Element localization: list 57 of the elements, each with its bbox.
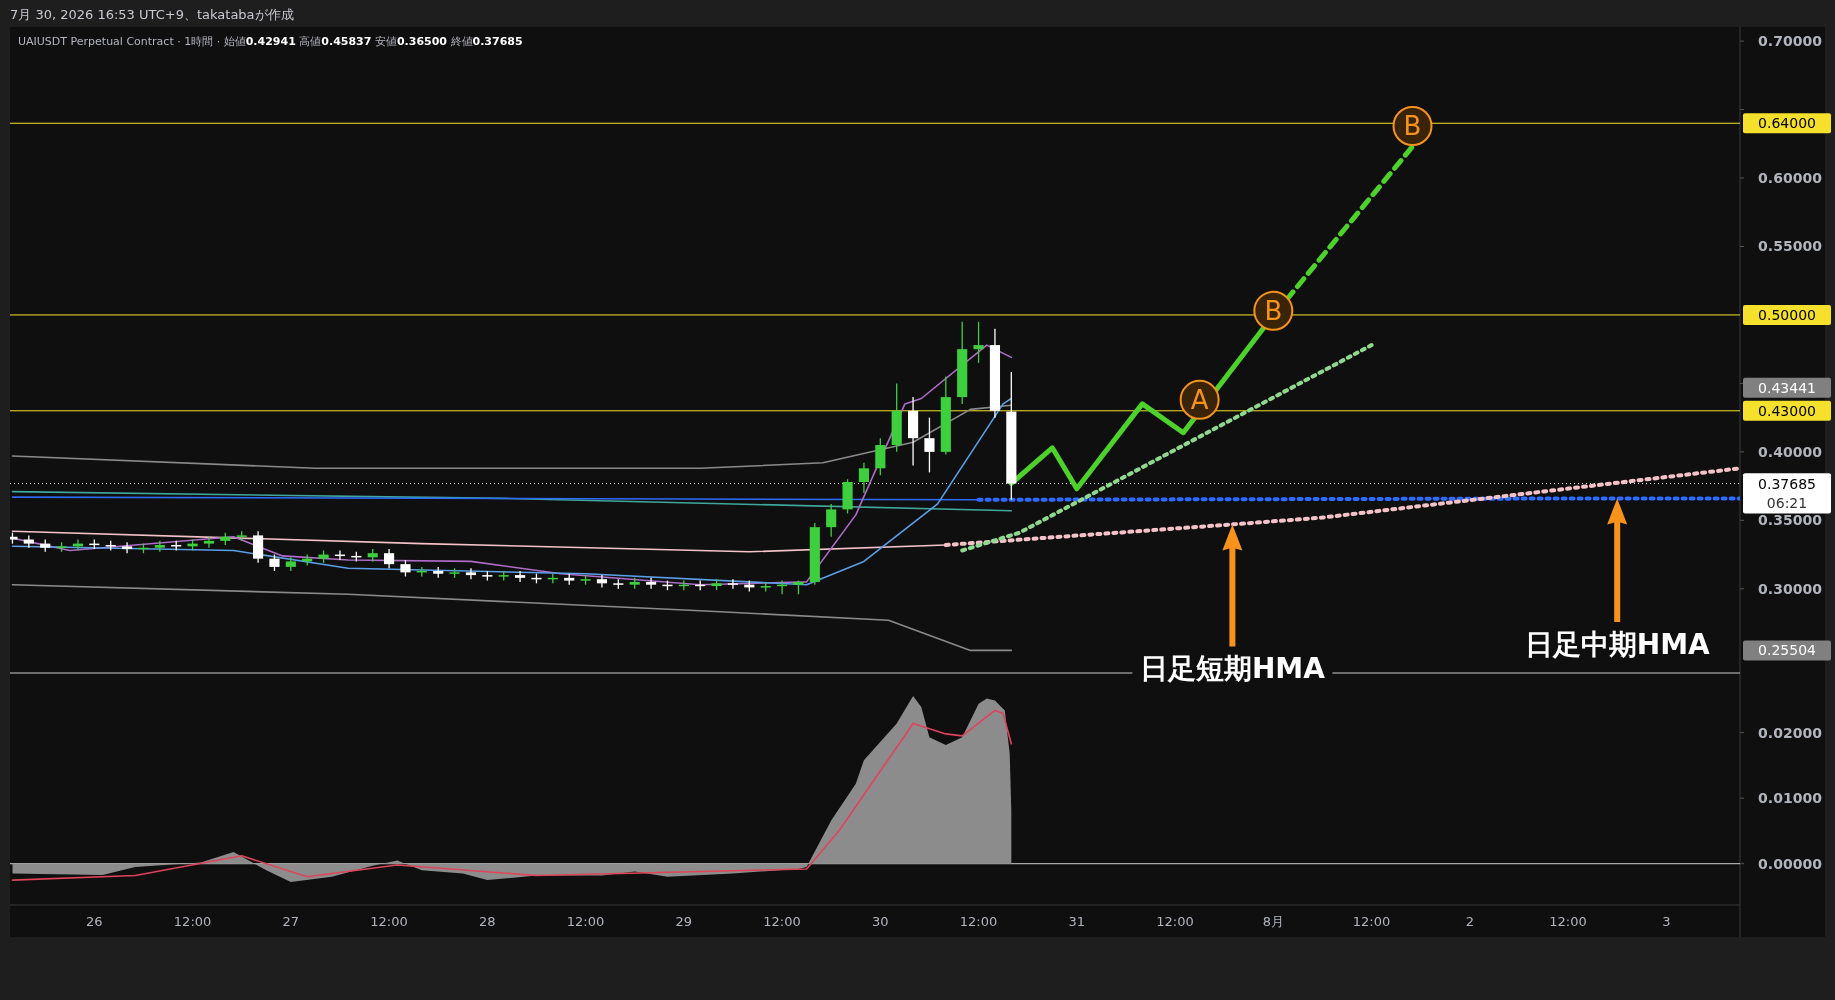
x-tick-label: 27 [282,914,300,929]
candlestick [203,536,215,549]
text: 0.25504 [1758,642,1817,659]
annotation: 日足中期HMA [1524,628,1710,661]
line-series [11,583,1013,652]
data-label: B [1403,110,1422,141]
candlestick [826,503,837,538]
y-tick-label: 0.55000 [1758,238,1823,255]
y-tick-label: 0.01000 [1758,790,1823,807]
x-tick-label: 12:00 [1549,914,1587,929]
x-tick-label: 12:00 [763,914,801,929]
y-tick-label: 0.70000 [1758,33,1823,50]
y-tick-label: 0.35000 [1758,512,1823,529]
x-tick-label: 12:00 [959,914,998,929]
candlestick [646,577,657,590]
candlestick [973,321,984,364]
chart-subtitle: 7月 30, 2026 16:53 UTC+9、takatabaが作成 [10,7,294,22]
annotation: 日足短期HMA [1139,652,1326,686]
x-tick-label: 29 [675,914,693,929]
data-label: B [1264,295,1283,326]
y-tick-label: 0.00000 [1758,855,1823,872]
candlestick [384,548,395,569]
line-series [11,404,1013,470]
y-tick-label: 0.40000 [1758,443,1823,460]
ref-line-label: 0.43000 [1758,402,1816,419]
candlestick [515,570,526,583]
ref-line-label: 0.64000 [1758,115,1816,132]
x-tick-label: 28 [479,914,496,929]
y-tick-label: 0.02000 [1758,724,1823,741]
candlestick [465,567,477,580]
candlestick [122,541,133,554]
ref-line-label: 0.37685 [1758,475,1816,492]
ref-line-label: 0.50000 [1758,306,1816,323]
line-series [11,397,1013,586]
x-tick-label: 12:00 [1156,914,1194,929]
candlestick [253,530,264,564]
x-tick-label: 12:00 [566,914,605,929]
x-tick-label: 12:00 [1352,914,1391,929]
x-tick-label: 8月 [1262,914,1284,929]
candlestick [875,437,886,476]
x-tick-label: 26 [86,914,103,929]
y-tick-label: 0.60000 [1758,170,1823,187]
candlestick [858,462,870,494]
x-tick-label: 30 [872,914,889,929]
candlestick [727,578,739,590]
text: 06:21 [1766,494,1808,511]
text: UAIUSDT Perpetual Contract · 1時間 · 始値0.42941 高値0.45837 安値0.36500 終値0.37685 [18,35,523,48]
y-tick-label: 0.30000 [1758,580,1823,597]
x-tick-label: 12:00 [173,914,212,929]
candlestick [924,416,935,474]
data-label: A [1190,384,1209,415]
x-tick-label: 12:00 [370,914,408,929]
candlestick [596,574,608,589]
x-tick-label: 3 [1662,914,1671,929]
x-tick-label: 31 [1068,914,1086,929]
x-tick-label: 2 [1465,914,1474,929]
text: 0.43441 [1758,379,1816,396]
